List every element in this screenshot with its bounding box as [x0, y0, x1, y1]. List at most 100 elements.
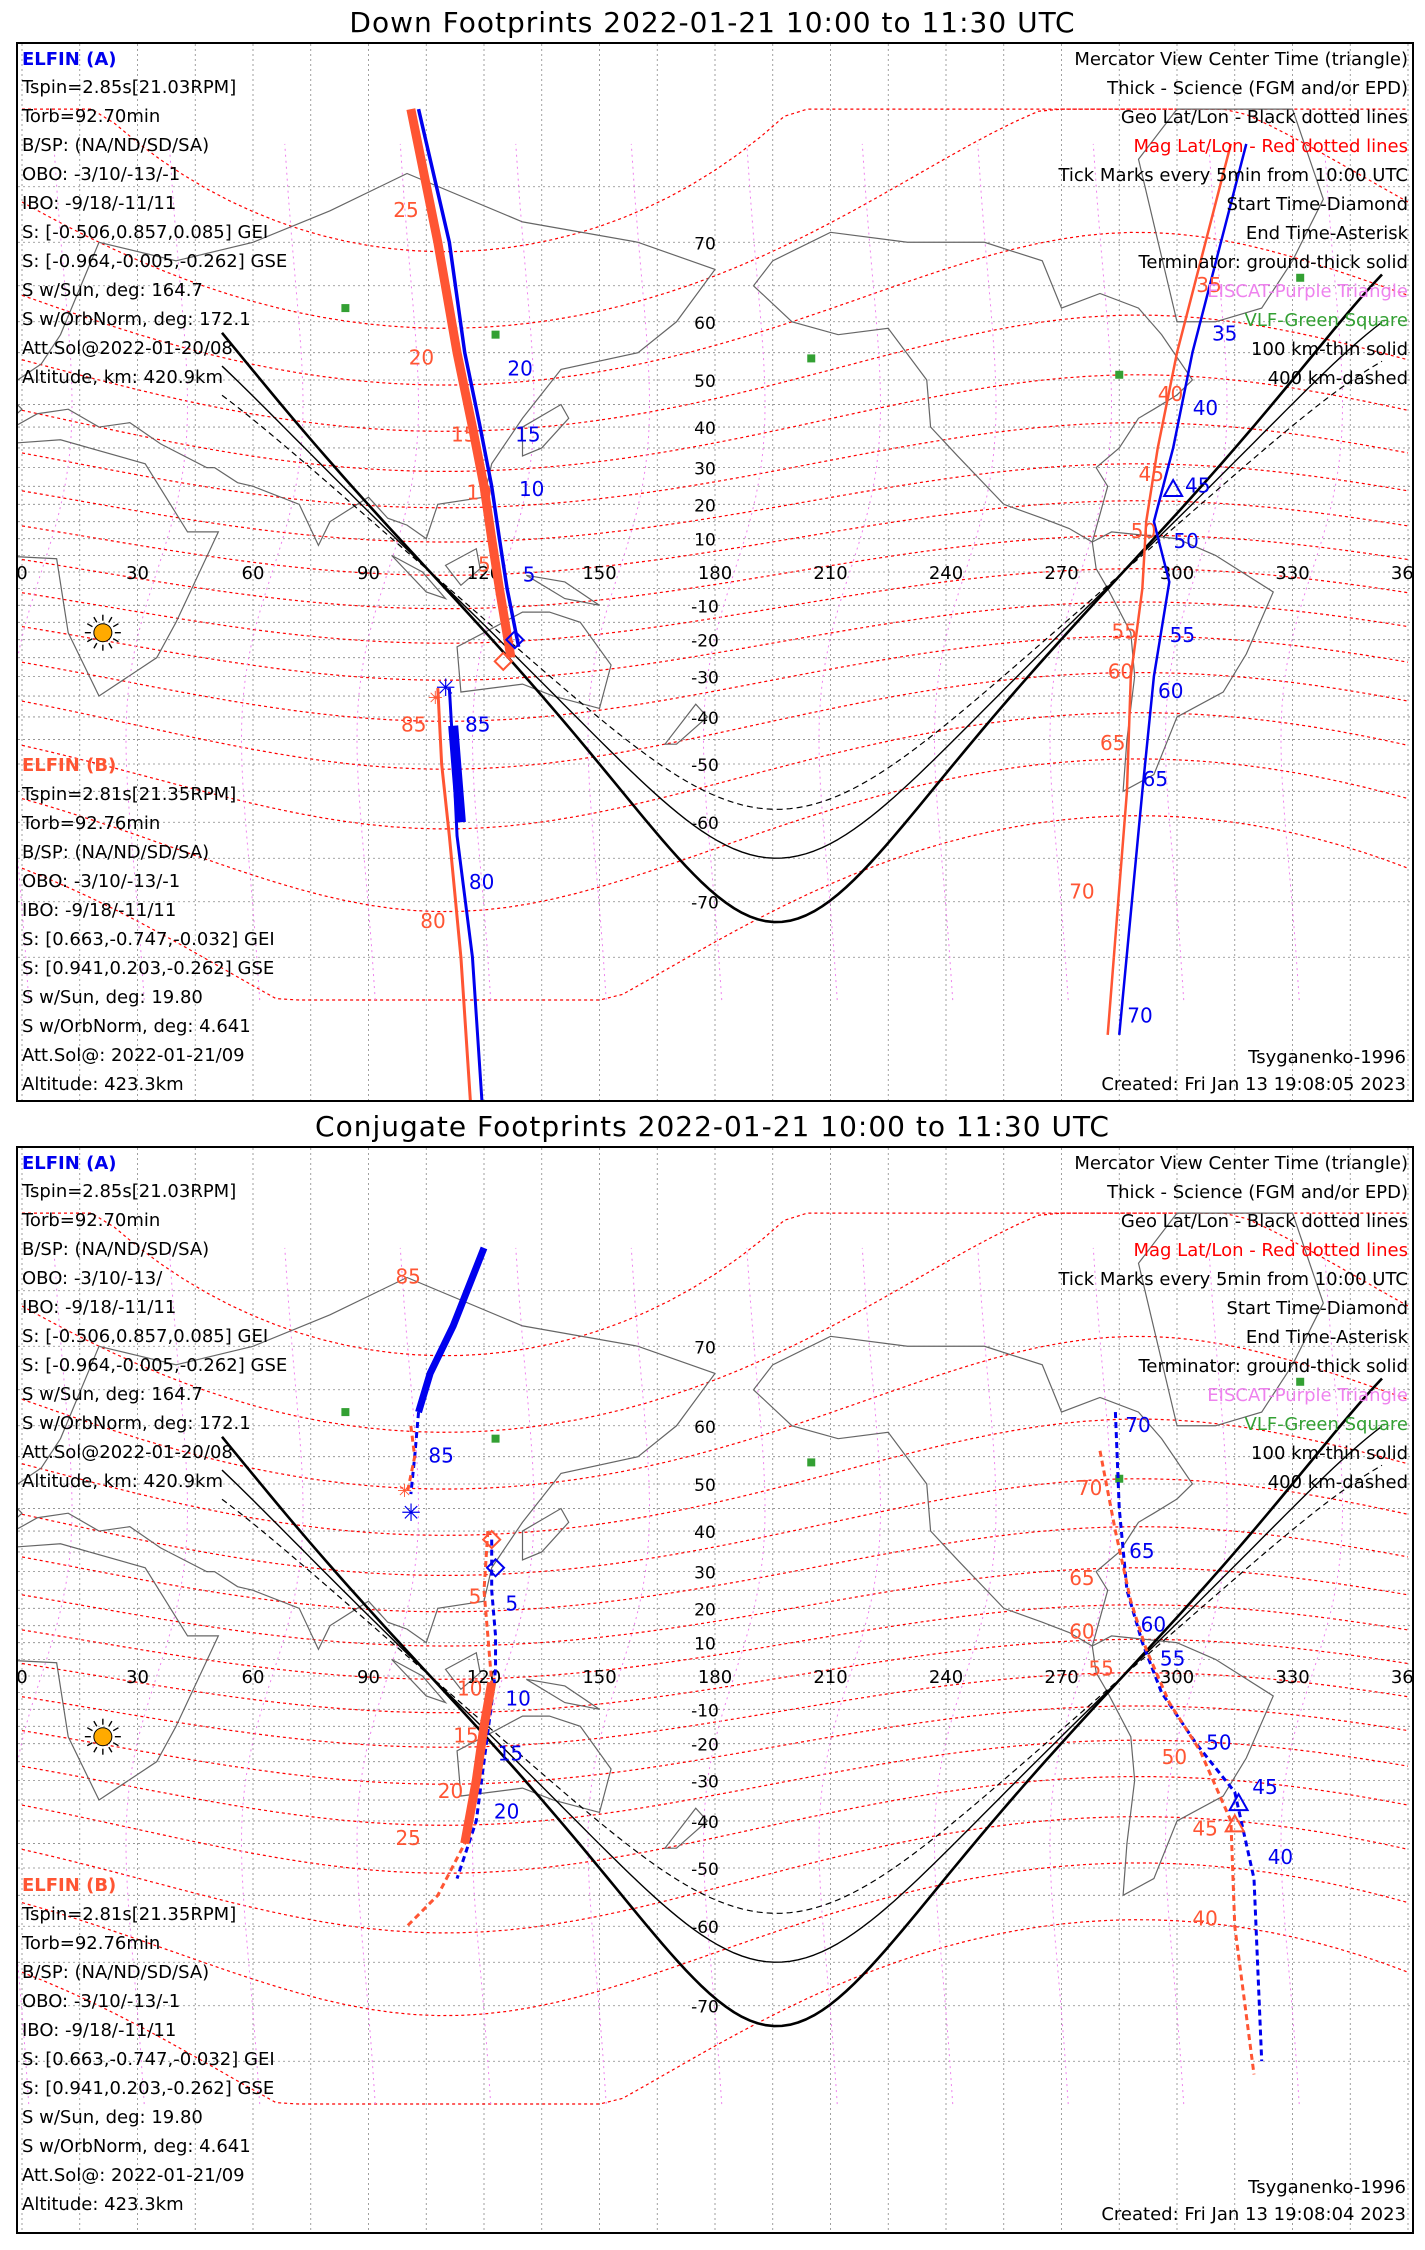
sat-b-tick-label: 10 [466, 481, 491, 505]
mag-meridian [240, 1247, 304, 2105]
lat-tick-label: -70 [691, 894, 719, 914]
conjugate-footprints-map: 0306090120150180210240270300330360706050… [16, 1146, 1414, 2234]
mag-lat-line [21, 1526, 1409, 1613]
sat-a-line: S w/OrbNorm, deg: 172.1 [22, 1413, 251, 1434]
lon-tick-label: 180 [698, 1667, 732, 1688]
sat-a-tick-label: 5 [523, 562, 536, 586]
mag-meridian [1164, 1247, 1228, 2105]
sat-b-line: Att.Sol@: 2022-01-21/09 [22, 1045, 245, 1066]
mag-meridian [587, 143, 651, 1001]
sat-b-tick-label: 25 [393, 198, 418, 222]
sat-a-tick-label: 70 [1125, 1413, 1150, 1437]
lon-tick-label: 0 [18, 1667, 28, 1688]
sat-b-line: S: [0.663,-0.747,-0.032] GEI [22, 2049, 275, 2070]
sat-a-tick-label: 70 [1127, 1004, 1152, 1028]
coastline [1091, 531, 1275, 793]
mag-lat-line [21, 1638, 1409, 1714]
legend: Mercator View Center Time (triangle) Thic… [1058, 1154, 1408, 1502]
sat-b-tick-label: 70 [1077, 1476, 1102, 1500]
sat-a-line: Altitude, km: 420.9km [22, 367, 224, 388]
sun-ray [93, 616, 98, 623]
lat-tick-label: -30 [691, 668, 719, 688]
legend: Mercator View Center Time (triangle) Thic… [1058, 50, 1408, 398]
sat-b-track-west [405, 1530, 494, 1928]
sat-b-line: S w/Sun, deg: 19.80 [22, 987, 203, 1008]
terminator-400km [221, 1464, 1383, 1914]
sat-a-line: S w/OrbNorm, deg: 172.1 [22, 309, 251, 330]
coastline [1091, 1635, 1275, 1897]
end-asterisk-a: ✳ [436, 674, 456, 702]
legend-item: Geo Lat/Lon - Black dotted lines [1120, 1211, 1408, 1232]
legend-item: Tick Marks every 5min from 10:00 UTC [1058, 1269, 1408, 1290]
sat-a-line: Tspin=2.85s[21.03RPM] [22, 77, 237, 98]
legend-item: Terminator: ground-thick solid [1138, 1356, 1408, 1377]
mag-lat-line [21, 1478, 1409, 1577]
legend-item: VLF-Green Square [1244, 310, 1408, 331]
lat-tick-label: 20 [694, 1600, 716, 1620]
sat-b-tick-label: 85 [395, 1265, 420, 1289]
mag-lat-line [21, 314, 1409, 432]
sun-ray [93, 642, 98, 649]
sat-a-tick-label: 65 [1143, 767, 1168, 791]
mag-lat-line [21, 231, 1409, 386]
mag-meridian [1164, 143, 1228, 1001]
sat-a-line: Torb=92.70min [22, 1210, 161, 1231]
mag-grid [18, 108, 1409, 1001]
mag-lat-line [21, 1418, 1409, 1536]
lon-tick-label: 210 [813, 563, 847, 584]
sat-b-tick-label: 55 [1088, 1656, 1113, 1680]
vlf-square [807, 1458, 816, 1467]
sat-b-line: Torb=92.76min [22, 813, 161, 834]
legend-item: Terminator: ground-thick solid [1138, 252, 1408, 273]
sat-a-line: OBO: -3/10/-13/ [22, 1268, 163, 1289]
sat-a-line: S: [-0.964,-0.005,-0.262] GSE [22, 251, 288, 272]
sat-b-line: OBO: -3/10/-13/-1 [22, 1991, 181, 2012]
lat-tick-label: 60 [694, 314, 716, 334]
mag-lat-line [21, 1604, 1409, 1680]
sat-b-tick-label: 40 [1158, 382, 1183, 406]
sat-b-line: Tspin=2.81s[21.35RPM] [22, 784, 237, 805]
lat-tick-label: -40 [691, 709, 719, 729]
sat-b-tick-label: 5 [469, 1585, 482, 1609]
sat-a-tick-label: 55 [1160, 1646, 1185, 1670]
axis-labels: 0306090120150180210240270300330360706050… [18, 1338, 1412, 2017]
mag-meridian [240, 143, 304, 1001]
legend-item: Start Time-Diamond [1226, 194, 1408, 215]
sat-b-tick-label: 20 [409, 345, 434, 369]
sat-a-tick-label: 60 [1158, 679, 1183, 703]
legend-item: Mercator View Center Time (triangle) [1074, 1153, 1408, 1174]
lon-tick-label: 150 [582, 1667, 616, 1688]
sat-a-science-south [448, 725, 466, 823]
mag-meridian [18, 1247, 73, 2105]
sat-b-line: OBO: -3/10/-13/-1 [22, 871, 181, 892]
coastline [663, 703, 709, 745]
lat-tick-label: 70 [694, 1338, 716, 1358]
sun-ray [112, 1727, 119, 1732]
sat-b-tick-label: 60 [1108, 660, 1133, 684]
sat-b-tick-label: 5 [478, 552, 491, 576]
sat-b-info: Tspin=2.81s[21.35RPM] Torb=92.76min B/SP: … [22, 785, 275, 1104]
sat-a-line: S w/Sun, deg: 164.7 [22, 1384, 203, 1405]
geo-grid [18, 1148, 1412, 2232]
tracks: ✳✳ 85 5 10 15 20 25 85 5 10 15 20 70 65 60 55 50 45 40 70 65… [395, 1246, 1293, 2075]
sat-a-tick-label: 85 [428, 1444, 453, 1468]
sat-b-tick-label: 80 [420, 909, 445, 933]
coastline [752, 1335, 1194, 1647]
mag-lat-line [21, 1816, 1409, 1934]
lat-tick-label: 60 [694, 1418, 716, 1438]
sat-a-tick-label: 15 [515, 423, 540, 447]
sat-a-line: Att.Sol@2022-01-20/08 [22, 338, 233, 359]
coastline [526, 574, 600, 606]
sat-b-tick-label: 35 [1196, 273, 1221, 297]
tracks: ✳✳ 20 15 10 5 85 80 25 20 15 10 5 85 80 35 40 45 50 55 60 65… [393, 108, 1248, 1100]
vlf-square [341, 1408, 350, 1417]
sun-ray [108, 642, 113, 649]
center-triangle-a [1162, 477, 1184, 497]
terminator-ground [220, 273, 1383, 924]
sat-a-line: S: [-0.506,0.857,0.085] GEI [22, 222, 269, 243]
sat-a-line: Altitude, km: 420.9km [22, 1471, 224, 1492]
sun-ray [112, 623, 119, 628]
sat-b-tick-label: 65 [1100, 731, 1125, 755]
legend-item: End Time-Asterisk [1245, 223, 1408, 244]
lon-tick-label: 150 [582, 563, 616, 584]
